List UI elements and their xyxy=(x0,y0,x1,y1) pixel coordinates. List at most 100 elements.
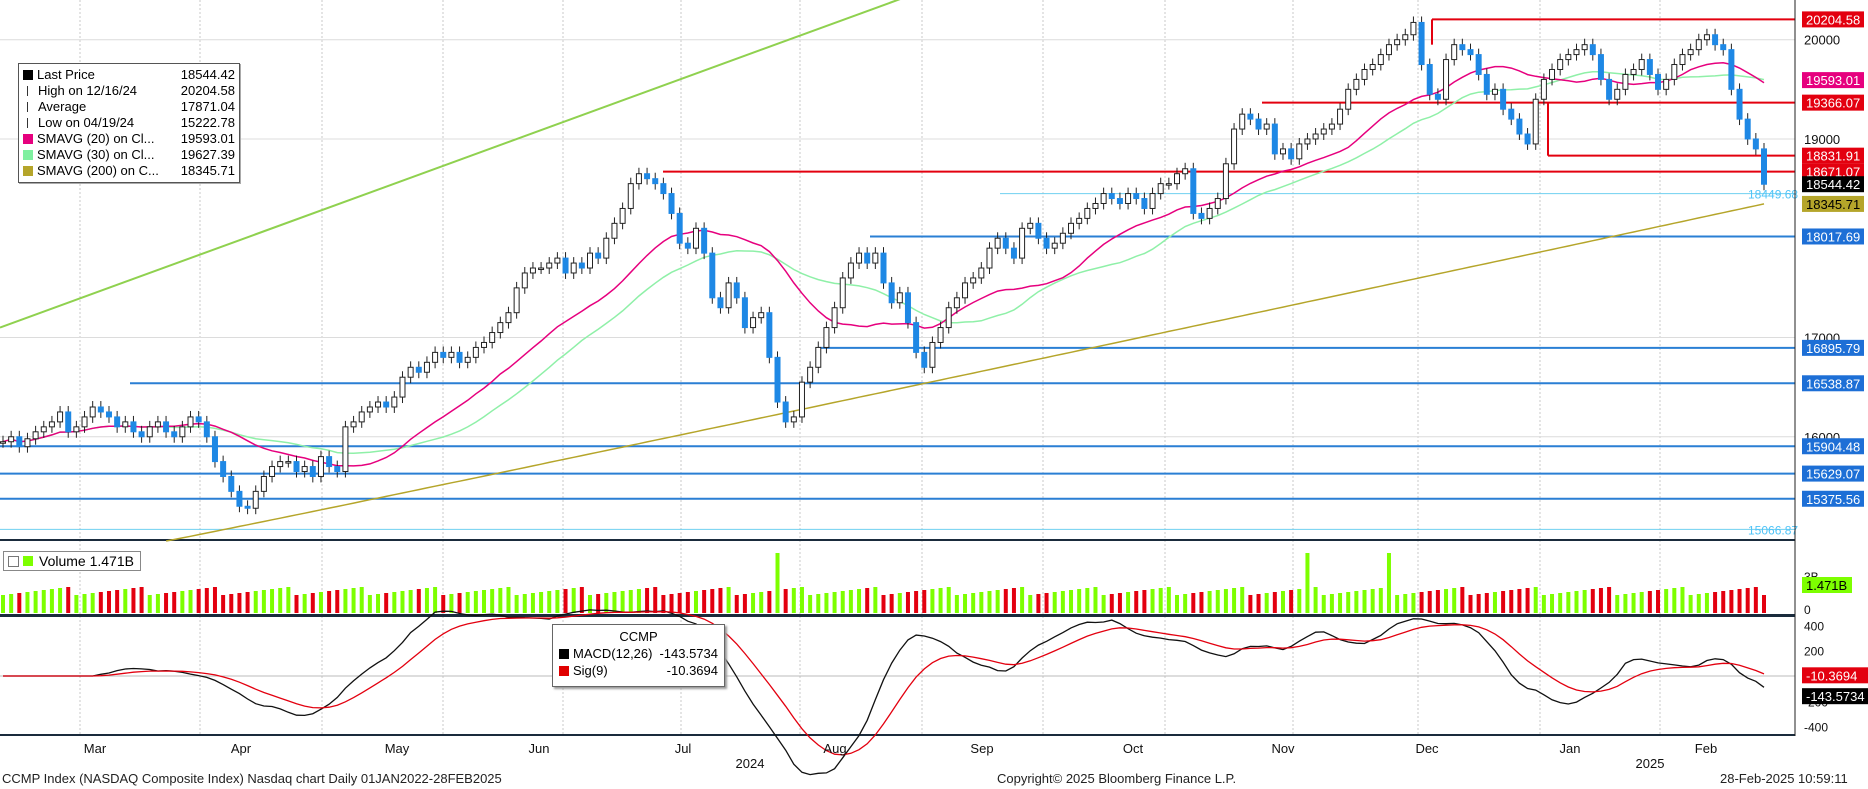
candle xyxy=(244,500,251,515)
volume-bar xyxy=(139,587,144,613)
volume-bar xyxy=(1011,588,1016,613)
macd-swatch-icon xyxy=(559,648,569,659)
volume-bar xyxy=(1248,595,1253,613)
volume-bar xyxy=(588,595,592,613)
price-legend: Last Price 18544.42 High on 12/16/24 20204.… xyxy=(18,63,240,183)
candle xyxy=(684,237,691,255)
volume-bar xyxy=(392,592,397,613)
candle xyxy=(1655,68,1662,96)
candle xyxy=(203,415,210,443)
candle xyxy=(179,420,186,443)
candle-body xyxy=(309,466,316,477)
volume-bar xyxy=(865,588,870,613)
volume-bar xyxy=(204,588,209,613)
volume-bar xyxy=(930,589,935,613)
volume-bar xyxy=(1452,588,1457,613)
volume-bar xyxy=(596,594,601,613)
price-tag: 20204.58 xyxy=(1802,11,1864,27)
candle-body xyxy=(1712,34,1719,46)
candle-body xyxy=(301,466,308,473)
candle xyxy=(1679,48,1686,71)
candle-body xyxy=(962,282,969,299)
volume-bar xyxy=(979,592,984,613)
candle-body xyxy=(350,421,357,428)
price-tag: 19366.07 xyxy=(1802,94,1864,111)
candle xyxy=(375,396,382,413)
expand-toggle-icon[interactable] xyxy=(8,555,19,567)
candle-body xyxy=(260,475,267,492)
candle xyxy=(1606,73,1613,106)
volume-bar xyxy=(302,594,307,613)
candle xyxy=(896,286,903,309)
candle xyxy=(1483,68,1490,101)
candle xyxy=(1703,28,1710,46)
candle xyxy=(334,460,341,478)
panel-separator xyxy=(0,614,1795,617)
candle-body xyxy=(1328,123,1335,130)
volume-bar xyxy=(514,595,519,613)
candle xyxy=(668,187,675,220)
macd-legend-title: CCMP xyxy=(619,629,658,644)
candle xyxy=(105,405,112,423)
volume-bar xyxy=(873,587,878,613)
candle-body xyxy=(1728,49,1735,90)
volume-bar xyxy=(669,594,674,613)
volume-bar xyxy=(702,590,707,613)
candle-body xyxy=(81,416,88,428)
panel-separator xyxy=(0,734,1795,736)
candle-body xyxy=(521,272,528,289)
candle xyxy=(1296,137,1303,165)
legend-label: Last Price xyxy=(37,67,95,82)
candle-body xyxy=(375,401,382,408)
candle xyxy=(309,460,316,483)
candle xyxy=(1190,162,1197,220)
candle-body xyxy=(1247,113,1254,120)
legend-row: Last Price 18544.42 xyxy=(23,67,235,83)
candle-body xyxy=(684,242,691,249)
candle-body xyxy=(856,252,863,264)
volume-bar xyxy=(579,587,584,613)
candle xyxy=(1279,142,1286,160)
candle xyxy=(929,336,936,374)
candle-body xyxy=(1214,198,1221,209)
volume-bar xyxy=(408,590,413,613)
candle-body xyxy=(1744,118,1751,140)
price-tag-label: 15629.07 xyxy=(1806,467,1860,482)
volume-bar xyxy=(1297,589,1302,613)
candle-body xyxy=(497,322,504,334)
volume-bar xyxy=(90,593,95,613)
candle xyxy=(269,460,276,483)
volume-bar xyxy=(1541,595,1546,613)
candle-body xyxy=(1761,148,1767,185)
candle-body xyxy=(1475,54,1482,75)
candle xyxy=(89,401,96,423)
candle-body xyxy=(1646,59,1653,75)
candle-body xyxy=(1720,44,1727,51)
volume-bar xyxy=(172,592,177,613)
volume-bar xyxy=(759,592,764,613)
candle-body xyxy=(970,277,977,284)
volume-bar xyxy=(963,594,968,613)
candle-body xyxy=(1068,222,1075,234)
volume-bar xyxy=(620,591,625,613)
volume-bar xyxy=(1,595,5,613)
candle-body xyxy=(692,227,699,249)
candle-body xyxy=(1231,128,1238,165)
candle xyxy=(1059,227,1066,250)
candle xyxy=(1231,123,1238,170)
candle-body xyxy=(1271,123,1278,155)
candle xyxy=(1475,48,1482,81)
candle xyxy=(839,271,846,314)
volume-bar xyxy=(1093,587,1098,613)
candle-body xyxy=(790,416,797,423)
volume-bar xyxy=(1378,588,1383,613)
volume-bar xyxy=(693,591,698,613)
candle xyxy=(1540,73,1547,106)
candle-body xyxy=(220,461,227,477)
candle-body xyxy=(383,401,390,408)
volume-legend: Volume 1.471B xyxy=(3,551,141,571)
candle-body xyxy=(1361,68,1368,80)
candle-body xyxy=(73,426,80,433)
candle-body xyxy=(1557,59,1564,70)
candle-body xyxy=(1459,44,1466,51)
